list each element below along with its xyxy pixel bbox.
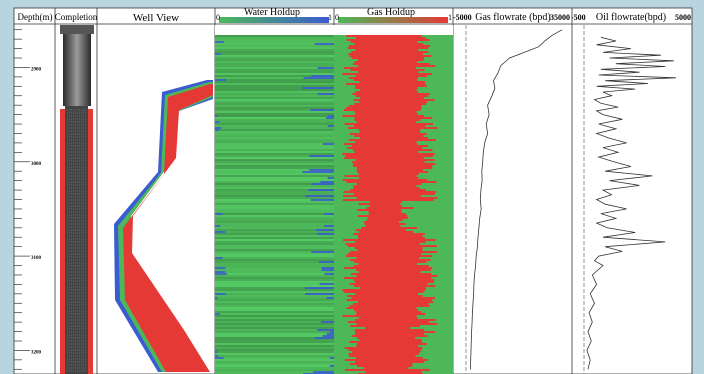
water-scale-min: 0 [216,13,220,22]
gas-holdup-heatmap [334,35,453,374]
well-view-track [114,80,213,372]
completion-title: Completion [55,12,98,22]
gas-holdup-scale-max: 1 [448,13,452,22]
depth-tick-label: 3000 [31,162,42,167]
gas-flow-scale-min: -5000 [453,13,472,22]
gas-flowrate-curve [470,29,563,370]
depth-tick-label: 3100 [31,256,42,261]
water-holdup-heatmap [215,35,334,374]
gas-scale-bar [338,17,448,23]
depth-tick-label: 2900 [31,67,42,72]
perforation-right [88,109,93,374]
oil-flowrate-curve [586,36,677,370]
oil-flow-scale-max: 5000 [675,13,691,22]
well-gas-layer [123,84,213,372]
gas-flowrate-title: Gas flowrate (bpd) [475,12,551,23]
water-scale-bar [219,17,329,23]
gas-holdup-scale-min: 0 [335,13,339,22]
gas-flow-scale-max: 35000 [550,13,570,22]
well-view-title: Well View [133,12,179,24]
water-holdup-title: Water Holdup [244,7,300,18]
gas-holdup-title: Gas Holdup [367,7,415,18]
depth-title: Depth(m) [18,12,53,22]
depth-tick-label: 3200 [31,350,42,355]
perforation-left [60,109,65,374]
tubing-string [63,34,91,106]
oil-flowrate-title: Oil flowrate(bpd) [596,12,666,23]
screen-liner [65,106,88,374]
water-scale-max: 1 [328,13,332,22]
completion-track [60,25,94,374]
depth-axis: 2900 3000 3100 3200 [14,29,42,370]
oil-flow-scale-min: -500 [571,13,586,22]
